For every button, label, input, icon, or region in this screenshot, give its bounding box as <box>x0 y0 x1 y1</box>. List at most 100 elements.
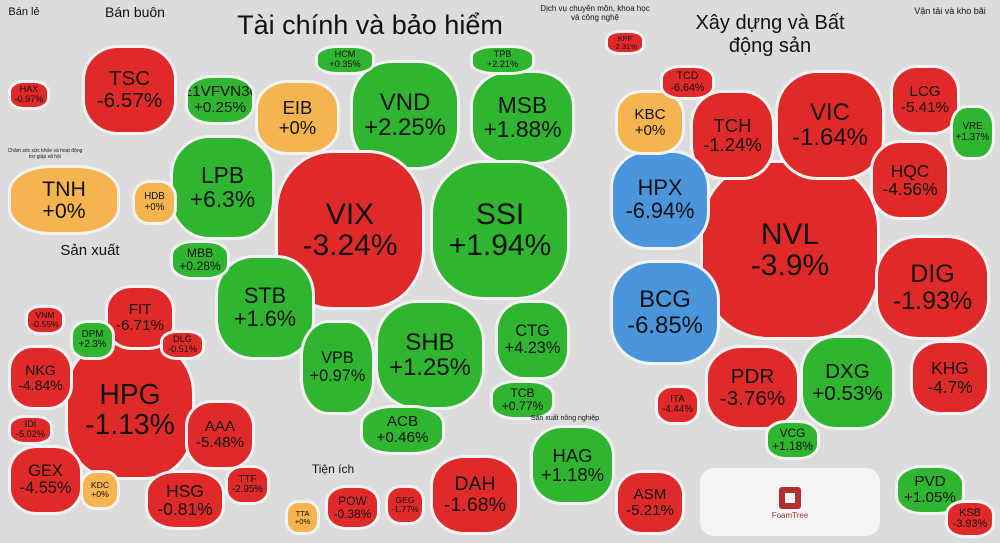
change: -5.02% <box>16 429 45 439</box>
sector-title: Bán lẻ <box>8 6 40 18</box>
ticker: VRE <box>962 121 983 133</box>
stock-cell: VCG +1.18% <box>765 420 820 460</box>
ticker: AAA <box>204 418 236 436</box>
ticker: EIB <box>282 97 313 119</box>
stock-cell: KPF -2.31% <box>605 30 645 55</box>
stock-cell: VNM -0.55% <box>25 305 65 335</box>
ticker: VIX <box>325 197 375 231</box>
change: -5.21% <box>625 501 675 519</box>
change: -3.24% <box>302 229 398 262</box>
change: -4.7% <box>927 376 973 397</box>
stock-cell: KSB -3.93% <box>945 500 995 538</box>
ticker: ASM <box>633 485 667 503</box>
change: -4.56% <box>882 179 938 199</box>
change: +1.88% <box>483 115 562 142</box>
change: +0% <box>634 121 666 139</box>
stock-cell: HAG +1.18% <box>530 425 615 505</box>
ticker: HSG <box>166 480 204 501</box>
ticker: FIT <box>128 300 152 318</box>
change: -1.64% <box>792 124 868 151</box>
stock-cell: TCB +0.77% <box>490 380 555 420</box>
ticker: ACB <box>386 413 419 431</box>
change: +0.28% <box>179 259 221 273</box>
ticker: DXG <box>825 359 870 383</box>
ticker: TNH <box>42 176 86 201</box>
change: -4.55% <box>19 479 72 497</box>
change: +0.53% <box>812 381 883 405</box>
stock-cell: PDR -3.76% <box>705 345 800 430</box>
change: -6.71% <box>115 316 165 334</box>
change: +0% <box>42 199 86 223</box>
stock-cell: MSB +1.88% <box>470 70 575 165</box>
ticker: KDC <box>90 479 110 490</box>
stock-cell: HPX -6.94% <box>610 150 710 250</box>
change: +1.18% <box>772 439 813 453</box>
stock-cell: E1VFVN30 +0.25% <box>185 75 255 125</box>
sector-title: Tài chính và bảo hiểm <box>237 10 503 40</box>
stock-cell: CTG +4.23% <box>495 300 570 380</box>
stock-cell: DIG -1.93% <box>875 235 990 340</box>
change: +2.25% <box>364 114 446 141</box>
ticker: GEX <box>28 461 63 480</box>
stock-cell: TTF -2.95% <box>225 465 270 505</box>
ticker: HPG <box>99 378 161 411</box>
change: -3.93% <box>952 518 988 530</box>
change: -0.51% <box>168 344 197 354</box>
change: -1.24% <box>703 134 762 155</box>
stock-cell: ACB +0.46% <box>360 405 445 455</box>
stock-cell: SHB +1.25% <box>375 300 485 410</box>
ticker: KPF <box>617 33 633 43</box>
ticker: VIC <box>810 98 850 126</box>
ticker: HQC <box>890 160 930 181</box>
change: +1.94% <box>448 229 552 262</box>
stock-cell: NVL -3.9% <box>700 160 880 340</box>
stock-cell: PVD +1.05% <box>895 465 965 515</box>
change: +0.25% <box>194 99 246 116</box>
ticker: MBB <box>186 246 214 261</box>
ticker: DLG <box>173 334 192 345</box>
change: +0% <box>278 116 317 138</box>
change: -2.31% <box>612 41 638 51</box>
ticker: PVD <box>914 473 946 491</box>
change: -2.95% <box>232 484 263 495</box>
ticker: VPB <box>321 349 354 368</box>
change: +0.35% <box>329 59 361 69</box>
change: +1.6% <box>233 305 297 331</box>
ticker: STB <box>243 282 287 308</box>
ticker: LCG <box>909 83 941 101</box>
change: +1.25% <box>389 354 471 381</box>
stock-cell: MBB +0.28% <box>170 240 230 280</box>
stock-cell: EIB +0% <box>255 80 340 155</box>
ticker: HCM <box>334 49 356 60</box>
ticker: DIG <box>910 260 955 289</box>
change: -0.55% <box>31 319 59 329</box>
change: -4.84% <box>18 376 63 393</box>
logo: FoamTree <box>700 468 880 536</box>
stock-cell: TSC -6.57% <box>82 45 177 135</box>
change: -6.57% <box>96 89 163 112</box>
change: -3.9% <box>750 249 830 282</box>
stock-cell: SSI +1.94% <box>430 160 570 300</box>
change: +0.46% <box>376 429 429 446</box>
sector-title: Bán buôn <box>105 4 165 20</box>
ticker: POW <box>338 493 367 508</box>
change: -4.44% <box>662 404 693 415</box>
ticker: HDB <box>144 191 165 203</box>
stock-cell: DLG -0.51% <box>160 330 205 360</box>
stock-cell: VIC -1.64% <box>775 70 885 180</box>
change: -0.97% <box>14 94 44 104</box>
ticker: TCD <box>676 70 699 83</box>
ticker: IDI <box>24 419 37 430</box>
stock-cell: HSG -0.81% <box>145 470 225 530</box>
ticker: TTA <box>295 508 310 518</box>
change: +2.3% <box>78 339 107 350</box>
change: -0.38% <box>333 506 372 521</box>
stock-cell: HPG -1.13% <box>65 340 195 480</box>
stock-cell: TNH +0% <box>8 165 120 235</box>
change: +1.37% <box>955 131 990 143</box>
change: -5.48% <box>195 434 245 451</box>
change: +4.23% <box>504 339 561 357</box>
stock-cell: TCD -6.64% <box>660 65 715 100</box>
logo-icon <box>779 486 801 509</box>
change: -3.76% <box>719 386 786 410</box>
